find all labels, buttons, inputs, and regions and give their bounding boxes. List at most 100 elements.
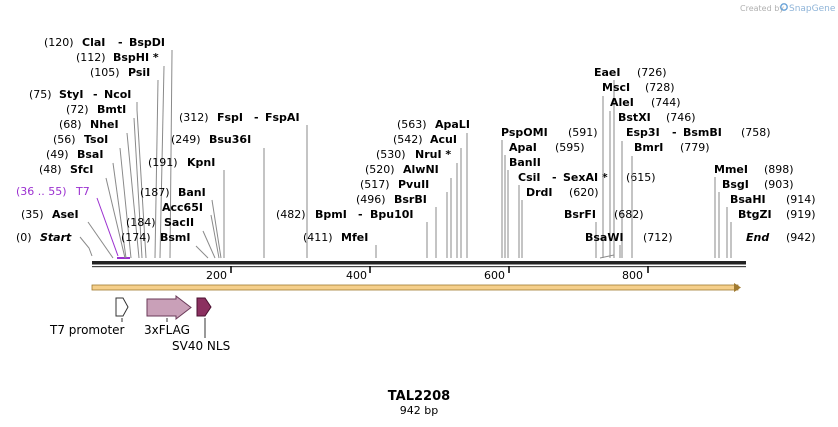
site-sacii[interactable]: (184) SacII (126, 216, 216, 259)
site-nrui[interactable]: (530) NruI * (376, 148, 458, 258)
site-pos: (517) (360, 178, 390, 191)
start-marker: (0) Start (16, 231, 93, 257)
site-bsrbi[interactable]: (496) BsrBI (356, 193, 437, 258)
site-name: PsiI (128, 66, 150, 79)
site-sfci[interactable]: (48) SfcI (39, 163, 126, 259)
site-apai[interactable]: ApaI (595) (504, 141, 585, 258)
feature-sv40-nls[interactable]: SV40 NLS (172, 297, 230, 353)
site-bsahi[interactable]: BsaHI (914) (726, 193, 816, 258)
site-mfei[interactable]: (411) MfeI (303, 231, 377, 258)
site-name: BanII (509, 156, 541, 169)
orf-bar[interactable] (91, 284, 739, 291)
site-leader (202, 230, 216, 259)
site-name: BsmBI (683, 126, 722, 139)
site-leader (87, 221, 114, 259)
site-pvuii[interactable]: (517) PvuII (360, 178, 448, 258)
site-bpmi-bpu10i[interactable]: (482) BpmI - Bpu10I (276, 208, 428, 258)
site-tsoi[interactable]: (56) TsoI (53, 133, 132, 259)
site-bani[interactable]: (187) BanI (140, 186, 222, 259)
site-bsai[interactable]: (49) BsaI (46, 148, 127, 259)
site-mmei[interactable]: MmeI (898) (714, 163, 794, 258)
site-name: Bsu36I (209, 133, 251, 146)
site-pos: (187) (140, 186, 170, 199)
site-pos: (75) (29, 88, 52, 101)
site-pos: (520) (365, 163, 395, 176)
feature-label-t7-promoter: T7 promoter (49, 323, 125, 337)
site-drdi[interactable]: DrdI (620) (521, 186, 599, 258)
site-banii[interactable]: BanII (507, 156, 541, 258)
site-name: BspHI * (113, 51, 159, 64)
site-claI-bspdi[interactable]: (120) ClaI - BspDI (44, 36, 173, 259)
site-pos: (49) (46, 148, 69, 161)
site-name: BsrFI (564, 208, 596, 221)
site-acc65i[interactable]: Acc65I (162, 201, 220, 259)
site-pos: (411) (303, 231, 333, 244)
start-label: Start (40, 231, 72, 244)
site-bsgi[interactable]: BsgI (903) (718, 178, 794, 258)
site-name: BsmI (160, 231, 191, 244)
site-alwni[interactable]: (520) AlwNI (365, 163, 452, 258)
end-marker: End (942) (746, 231, 816, 244)
map-length: 942 bp (400, 404, 438, 417)
site-acui[interactable]: (542) AcuI (393, 133, 462, 258)
site-name: MscI (602, 81, 630, 94)
site-name: BsgI (722, 178, 749, 191)
site-csii-sexai[interactable]: CsiI - SexAI * (615) (518, 171, 656, 258)
site-asei[interactable]: (35) AseI (21, 208, 114, 259)
site-leader (211, 199, 222, 259)
site-fspi-fspai[interactable]: (312) FspI - FspAI (179, 111, 308, 258)
site-name: BanI (178, 186, 206, 199)
site-name: AcuI (430, 133, 457, 146)
site-pos: (591) (568, 126, 598, 139)
primer-t7-label[interactable]: (36 .. 55) T7 (16, 185, 119, 257)
site-name: EaeI (594, 66, 621, 79)
site-apali[interactable]: (563) ApaLI (397, 118, 470, 258)
site-bmti[interactable]: (72) BmtI (66, 103, 143, 259)
sv40-nls-arrow-icon[interactable] (196, 297, 212, 317)
site-pos: (746) (666, 111, 696, 124)
t7-promoter-arrow-icon[interactable] (115, 297, 129, 317)
site-styi-ncoi[interactable]: (75) StyI - NcoI (29, 88, 147, 259)
site-msci[interactable]: MscI (728) (602, 81, 675, 258)
site-name: Esp3I (626, 126, 660, 139)
site-nhei[interactable]: (68) NheI (59, 118, 140, 259)
site-bsawi[interactable]: BsaWI (712) (585, 231, 673, 258)
site-psii[interactable]: (105) PsiI (90, 66, 159, 259)
site-leader (119, 147, 132, 259)
site-name: StyI (59, 88, 83, 101)
feature-3xflag[interactable]: 3xFLAG (144, 294, 192, 337)
site-btgzi[interactable]: BtgZI (919) (730, 208, 816, 258)
site-name: AleI (610, 96, 634, 109)
site-name: KpnI (187, 156, 215, 169)
snapgene-logo-icon (780, 3, 788, 11)
backbone-line-bottom (92, 266, 746, 268)
site-leader (126, 132, 140, 259)
site-esp3i-bsmbi[interactable]: Esp3I - BsmBI (758) (621, 126, 771, 258)
site-leader (112, 162, 127, 259)
site-name: ClaI (82, 36, 105, 49)
site-name: FspAI (265, 111, 300, 124)
site-leader (133, 117, 143, 259)
site-bsmi[interactable]: (174) BsmI (121, 231, 209, 259)
site-pos: (174) (121, 231, 151, 244)
feature-t7-promoter[interactable]: T7 promoter (49, 297, 129, 337)
site-bsrfi[interactable]: BsrFI (682) (564, 208, 644, 258)
site-pos: (496) (356, 193, 386, 206)
site-bmri[interactable]: BmrI (779) (631, 141, 710, 258)
site-kpni[interactable]: (191) KpnI (148, 156, 225, 258)
site-pos: (595) (555, 141, 585, 154)
3xflag-arrow-icon[interactable] (146, 294, 192, 321)
site-bstxi[interactable]: BstXI (746) (613, 111, 696, 258)
site-leader (159, 65, 165, 259)
site-name: BspDI (129, 36, 165, 49)
site-pos: (758) (741, 126, 771, 139)
site-name: BtgZI (738, 208, 772, 221)
site-eaei[interactable]: EaeI (726) (594, 66, 667, 259)
site-bsu36i[interactable]: (249) Bsu36I (171, 133, 265, 258)
site-bsphi[interactable]: (112) BspHI * (76, 51, 165, 259)
site-pspomi[interactable]: PspOMI (591) (501, 126, 598, 258)
site-alei[interactable]: AleI (744) (609, 96, 681, 258)
site-sep: - (254, 111, 259, 124)
backbone-line[interactable] (92, 261, 746, 265)
site-name: BstXI (618, 111, 651, 124)
